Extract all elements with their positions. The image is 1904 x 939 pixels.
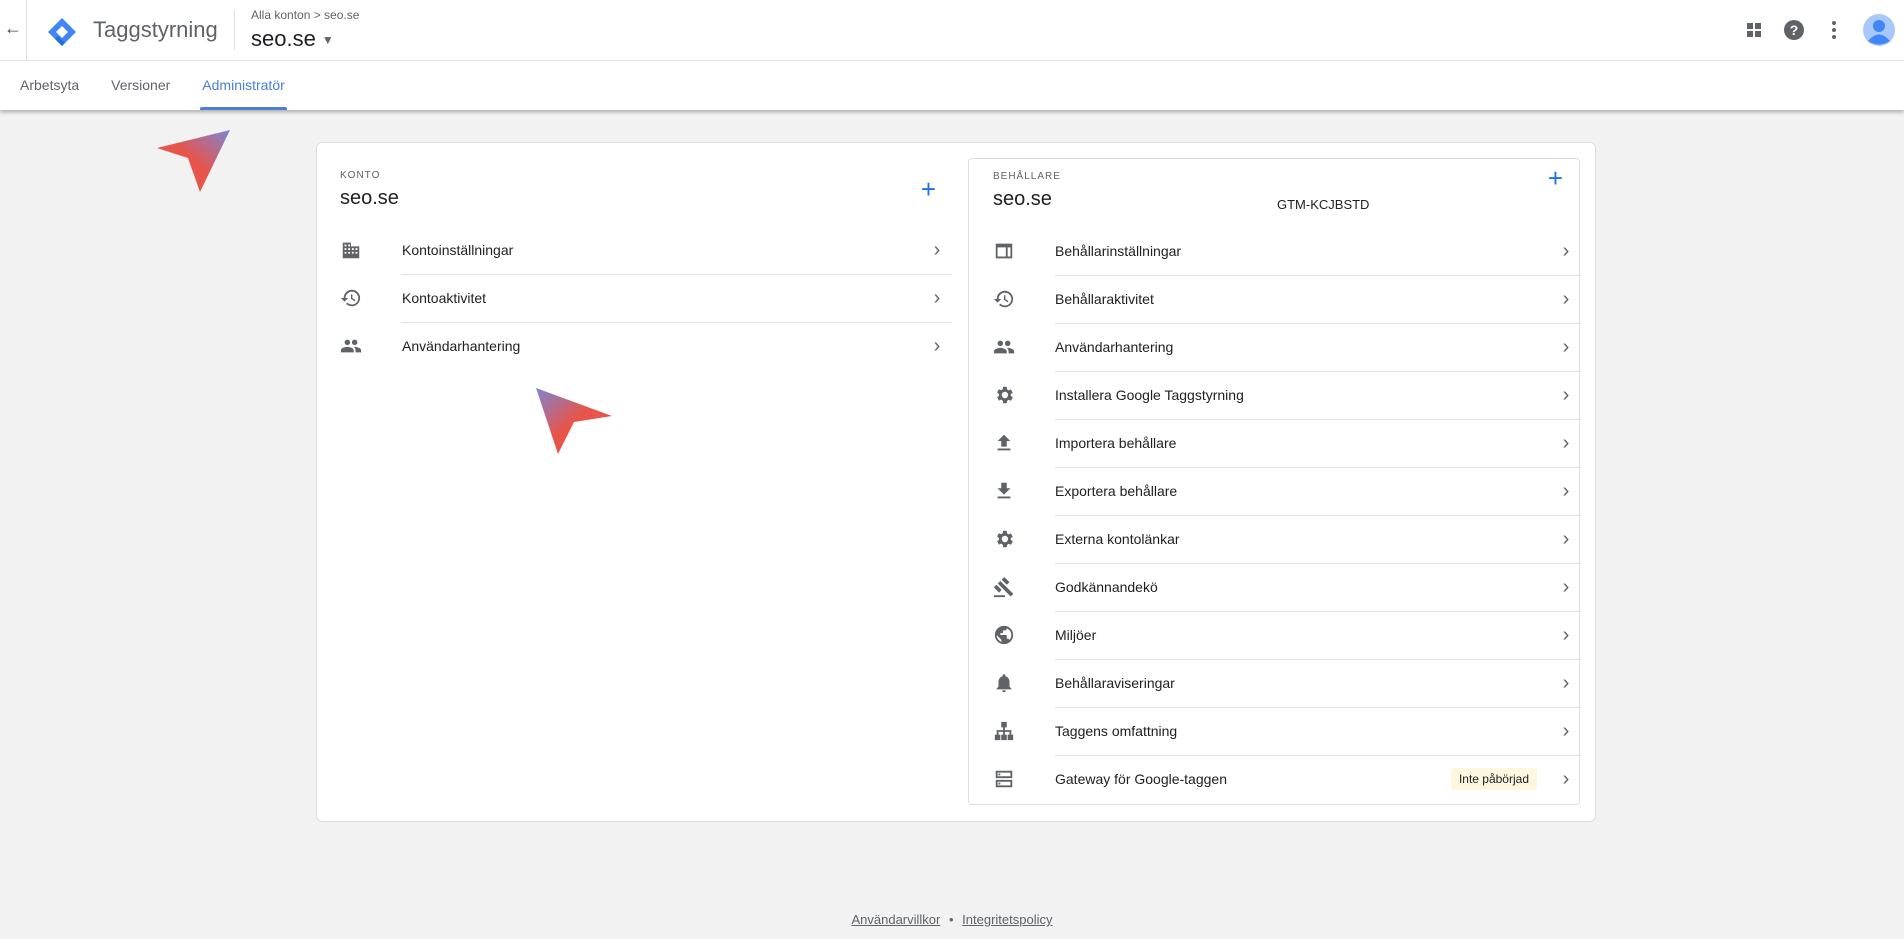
cursor-arrow-icon — [536, 388, 612, 454]
tab-bar: Arbetsyta Versioner Administratör — [0, 61, 1904, 110]
header: ← Taggstyrning Alla konton > seo.se seo.… — [0, 0, 1904, 61]
chevron-right-icon: › — [1562, 431, 1570, 454]
list-item[interactable]: Användarhantering › — [993, 323, 1581, 371]
chevron-right-icon: › — [1562, 383, 1570, 406]
list-item[interactable]: Taggens omfattning › — [993, 707, 1581, 755]
window-icon — [993, 240, 1055, 262]
container-name: seo.se — [993, 188, 1052, 210]
chevron-right-icon: › — [933, 238, 941, 261]
history-icon — [340, 287, 402, 309]
status-badge: Inte påbörjad — [1450, 768, 1537, 790]
building-icon — [340, 239, 402, 261]
server-icon — [993, 768, 1055, 790]
list-item[interactable]: Kontoaktivitet › — [340, 274, 952, 322]
admin-card — [316, 142, 1596, 822]
svg-text:?: ? — [1790, 22, 1799, 38]
chevron-right-icon: › — [1562, 239, 1570, 262]
download-icon — [993, 480, 1055, 502]
add-container-button[interactable]: + — [1547, 163, 1563, 193]
section-label: KONTO — [340, 170, 381, 181]
list-item-label: Installera Google Taggstyrning — [1055, 387, 1244, 403]
avatar[interactable] — [1854, 14, 1904, 46]
list-item-label: Användarhantering — [402, 338, 521, 354]
history-icon — [993, 288, 1055, 310]
list-item[interactable]: Behållaraviseringar › — [993, 659, 1581, 707]
chevron-right-icon: › — [933, 286, 941, 309]
container-panel: BEHÅLLARE seo.se GTM-KCJBSTD + Behållari… — [968, 158, 1581, 805]
chevron-right-icon: › — [1562, 719, 1570, 742]
list-item[interactable]: Behållaraktivitet › — [993, 275, 1581, 323]
terms-link[interactable]: Användarvillkor — [851, 912, 941, 927]
chevron-right-icon: › — [1562, 287, 1570, 310]
upload-icon — [993, 432, 1055, 454]
bell-icon — [993, 672, 1055, 694]
list-item[interactable]: Exportera behållare › — [993, 467, 1581, 515]
tab-versioner[interactable]: Versioner — [111, 77, 171, 93]
chevron-right-icon: › — [1562, 671, 1570, 694]
footer-separator: • — [948, 912, 954, 927]
divider — [234, 10, 235, 50]
account-name: seo.se — [251, 26, 316, 51]
list-item[interactable]: Kontoinställningar › — [340, 226, 952, 274]
more-vert-icon[interactable] — [1814, 20, 1854, 40]
list-item-label: Behållaraktivitet — [1055, 291, 1154, 307]
list-item-label: Exportera behållare — [1055, 483, 1178, 499]
globe-icon — [993, 624, 1055, 646]
account-panel: KONTO seo.se + Kontoinställningar › Kontoa… — [340, 170, 952, 370]
container-id: GTM-KCJBSTD — [1277, 197, 1370, 212]
tag-manager-logo-icon — [48, 18, 76, 46]
list-item[interactable]: Importera behållare › — [993, 419, 1581, 467]
list-item[interactable]: Miljöer › — [993, 611, 1581, 659]
back-arrow-icon[interactable]: ← — [4, 18, 22, 38]
app-title: Taggstyrning — [93, 17, 218, 42]
tab-administrator[interactable]: Administratör — [200, 61, 288, 110]
list-item-label: Gateway för Google-taggen — [1055, 771, 1227, 787]
list-item-label: Behållaraviseringar — [1055, 675, 1175, 691]
list-item[interactable]: Externa kontolänkar › — [993, 515, 1581, 563]
apps-grid-icon[interactable] — [1734, 21, 1774, 39]
people-icon — [340, 335, 402, 357]
chevron-right-icon: › — [1562, 479, 1570, 502]
gear-icon — [993, 528, 1055, 550]
list-item-label: Användarhantering — [1055, 339, 1174, 355]
privacy-link[interactable]: Integritetspolicy — [962, 912, 1053, 927]
people-icon — [993, 336, 1055, 358]
chevron-right-icon: › — [933, 334, 941, 357]
list-item[interactable]: Gateway för Google-taggen Inte påbörjad › — [993, 755, 1581, 803]
tab-arbetsyta[interactable]: Arbetsyta — [20, 77, 80, 93]
list-item-label: Godkännandekö — [1055, 579, 1158, 595]
list-item-label: Kontoinställningar — [402, 242, 514, 258]
account-selector[interactable]: seo.se ▼ — [251, 26, 334, 52]
add-account-button[interactable]: + — [920, 174, 936, 204]
list-item[interactable]: Godkännandekö › — [993, 563, 1581, 611]
list-item-label: Miljöer — [1055, 627, 1097, 643]
chevron-right-icon: › — [1562, 335, 1570, 358]
footer: Användarvillkor • Integritetspolicy — [0, 912, 1904, 927]
help-icon[interactable]: ? — [1774, 18, 1814, 42]
gear-icon — [993, 384, 1055, 406]
chevron-right-icon: › — [1562, 767, 1570, 790]
cursor-arrow-icon — [157, 130, 230, 192]
list-item-label: Importera behållare — [1055, 435, 1177, 451]
list-item[interactable]: Användarhantering › — [340, 322, 952, 370]
caret-down-icon: ▼ — [321, 33, 334, 48]
account-name: seo.se — [340, 187, 399, 209]
list-item[interactable]: Installera Google Taggstyrning › — [993, 371, 1581, 419]
chevron-right-icon: › — [1562, 623, 1570, 646]
breadcrumb[interactable]: Alla konton > seo.se — [251, 8, 360, 22]
divider — [26, 0, 27, 61]
list-item-label: Taggens omfattning — [1055, 723, 1178, 739]
list-item-label: Behållarinställningar — [1055, 243, 1182, 259]
list-item-label: Externa kontolänkar — [1055, 531, 1180, 547]
list-item-label: Kontoaktivitet — [402, 290, 487, 306]
chevron-right-icon: › — [1562, 527, 1570, 550]
section-label: BEHÅLLARE — [993, 171, 1061, 182]
top-bar: ← Taggstyrning Alla konton > seo.se seo.… — [0, 0, 1904, 110]
hierarchy-icon — [993, 720, 1055, 742]
list-item[interactable]: Behållarinställningar › — [993, 227, 1581, 275]
chevron-right-icon: › — [1562, 575, 1570, 598]
gavel-icon — [993, 576, 1055, 598]
